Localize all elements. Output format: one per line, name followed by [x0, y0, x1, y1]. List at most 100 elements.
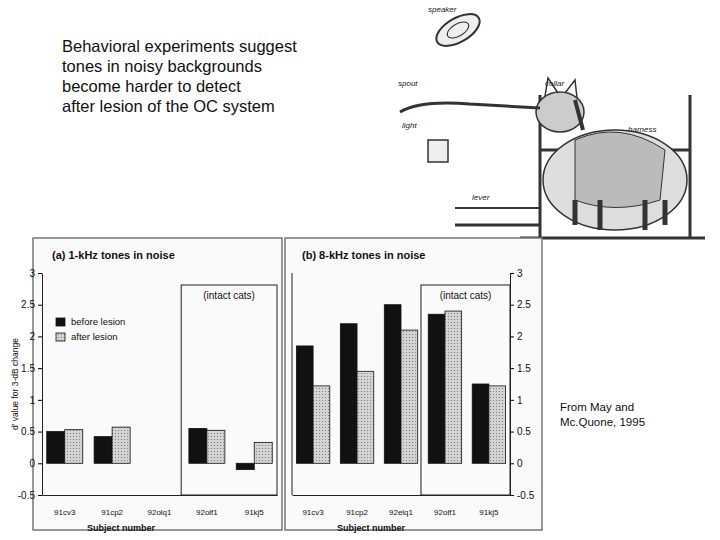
x-tick-label: 91cv3	[54, 508, 76, 517]
annotation-box	[421, 285, 510, 495]
heading-line: become harder to detect	[62, 77, 241, 95]
illustration-label: spout	[398, 79, 418, 88]
y-tick-mark	[510, 336, 514, 337]
y-axis-line	[510, 274, 511, 496]
heading-line: tones in noisy backgrounds	[62, 57, 262, 75]
legend: before lesionafter lesion	[56, 316, 125, 342]
y-tick: 1.5	[21, 363, 42, 374]
y-tick-mark	[510, 305, 514, 306]
bar	[428, 314, 445, 463]
y-tick: 0.5	[21, 426, 42, 437]
x-tick-label: 91kj5	[479, 508, 499, 517]
y-tick-mark	[510, 495, 514, 496]
x-tick: 91cv3	[54, 495, 76, 517]
annotation: (intact cats)	[440, 290, 492, 301]
light-box	[428, 140, 448, 162]
bar	[189, 428, 207, 463]
x-axis-line	[293, 495, 511, 496]
y-tick-mark	[38, 336, 42, 337]
y-tick-label: 3	[517, 268, 523, 279]
y-tick: 2	[29, 331, 42, 342]
y-tick: 2.5	[510, 299, 531, 310]
bar	[254, 442, 272, 463]
bar	[445, 311, 462, 463]
y-tick-mark	[38, 495, 42, 496]
cat-ears	[545, 78, 577, 98]
x-tick-label: 91cp2	[101, 508, 123, 517]
frame	[689, 95, 692, 238]
y-tick-mark	[38, 273, 42, 274]
x-tick: 91cv3	[302, 495, 324, 517]
annotation-box	[181, 285, 277, 495]
x-tick: 91cp2	[101, 495, 123, 517]
y-tick-label: 0	[517, 458, 523, 469]
x-axis: 91cv3 91cp2 92elq1 92olf1 91kj5	[293, 495, 511, 517]
frame	[520, 237, 705, 240]
chart-title: (a) 1-kHz tones in noise	[52, 249, 175, 261]
y-tick-label: 1	[517, 395, 523, 406]
y-tick-label: 1	[29, 395, 35, 406]
y-tick-mark	[510, 463, 514, 464]
x-tick-label: 92olf1	[196, 508, 218, 517]
bars	[47, 427, 273, 469]
chart: (intact cats) -0.5 0 0.5 1 1.5 2 2.5 3 91cv3 91cp2…	[285, 238, 542, 533]
x-axis-title: Subject number	[87, 523, 156, 533]
legend-swatch	[56, 333, 65, 341]
y-tick-label: 1.5	[21, 363, 35, 374]
x-tick-label: 91kj5	[245, 508, 265, 517]
slide: Behavioral experiments suggest tones in n…	[0, 0, 720, 540]
speaker-cone	[445, 19, 472, 41]
y-tick-mark	[38, 305, 42, 306]
bar	[207, 430, 225, 463]
cat-leg	[643, 200, 648, 230]
y-tick: 1.5	[510, 363, 531, 374]
cat-leg	[598, 200, 603, 230]
y-tick-mark	[510, 368, 514, 369]
bar	[489, 386, 506, 463]
x-tick: 92olf1	[434, 495, 456, 517]
bar	[357, 371, 374, 463]
y-tick-label: 2	[517, 331, 523, 342]
y-axis-title: d' value for 3-dB change	[10, 338, 20, 430]
y-axis-line	[42, 274, 43, 496]
x-axis: 91cv3 91cp2 92olq1 92olf1 91kj5	[43, 495, 278, 517]
illustration: speakerspoutcollarharnesslightlever	[398, 5, 705, 238]
credit-line: Mc.Quone, 1995	[560, 416, 645, 428]
x-axis-line	[43, 495, 278, 496]
collar	[575, 100, 583, 130]
bars	[296, 305, 505, 464]
x-tick-label: 91cv3	[302, 508, 324, 517]
legend-label: after lesion	[71, 331, 117, 342]
bar	[384, 305, 401, 464]
y-tick: 1	[29, 395, 42, 406]
y-tick: 0.5	[510, 426, 531, 437]
y-tick-mark	[38, 368, 42, 369]
x-tick-label: 91cp2	[346, 508, 368, 517]
harness	[575, 132, 665, 208]
heading-line: Behavioral experiments suggest	[62, 37, 297, 55]
heading-line: after lesion of the OC system	[62, 97, 275, 115]
y-tick-label: -0.5	[517, 490, 535, 501]
cat-leg	[573, 200, 578, 225]
y-axis: -0.500.511.522.53	[18, 268, 43, 501]
spout	[400, 103, 540, 112]
y-tick-label: 0.5	[517, 426, 531, 437]
y-tick-mark	[38, 432, 42, 433]
x-tick: 92elq1	[389, 495, 414, 517]
bar	[296, 346, 313, 463]
y-tick: 3	[29, 268, 42, 279]
x-tick-label: 92elq1	[389, 508, 414, 517]
y-tick-label: 2	[29, 331, 35, 342]
y-tick-label: -0.5	[18, 490, 36, 501]
x-tick: 91kj5	[245, 495, 265, 517]
y-tick-label: 0.5	[21, 426, 35, 437]
x-tick: 92olf1	[196, 495, 218, 517]
chart: (intact cats)-0.500.511.522.5391cv391cp2…	[10, 238, 282, 533]
y-tick-mark	[510, 400, 514, 401]
y-tick: -0.5	[18, 490, 42, 501]
x-tick: 92olq1	[147, 495, 172, 517]
y-tick: 3	[510, 268, 523, 279]
y-tick: 1	[510, 395, 523, 406]
y-tick: 0	[510, 458, 523, 469]
illustration-label: lever	[472, 193, 490, 202]
